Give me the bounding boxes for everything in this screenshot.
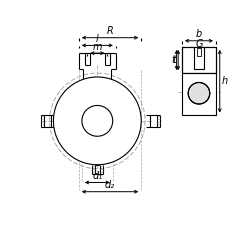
Bar <box>197 48 201 56</box>
Text: t: t <box>172 55 176 65</box>
Bar <box>194 47 204 68</box>
Circle shape <box>82 106 113 136</box>
Text: d₁: d₁ <box>92 171 102 181</box>
Bar <box>182 73 216 116</box>
Text: R: R <box>107 26 114 36</box>
Text: d₂: d₂ <box>105 180 115 190</box>
Text: b: b <box>196 29 202 39</box>
Text: m: m <box>92 42 102 51</box>
Circle shape <box>54 77 141 165</box>
Bar <box>182 47 216 73</box>
Bar <box>182 47 216 73</box>
Text: l: l <box>96 34 99 44</box>
Text: h: h <box>221 76 228 86</box>
Text: G: G <box>195 39 203 49</box>
Text: t: t <box>171 55 175 65</box>
Circle shape <box>188 82 210 104</box>
